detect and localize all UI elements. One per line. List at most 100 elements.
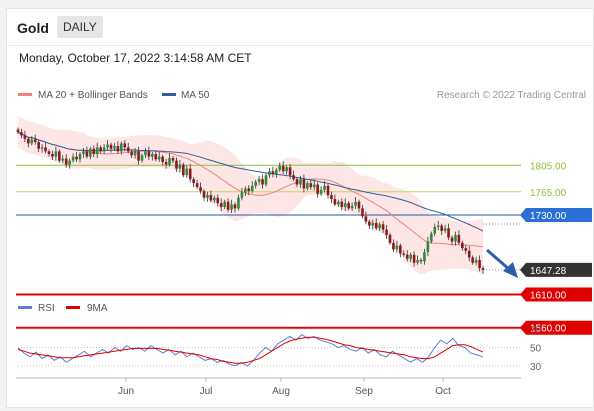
level-label-value: 1610.00	[530, 291, 567, 302]
candle-body	[450, 237, 454, 242]
candle-body	[230, 204, 233, 210]
candle-body	[126, 147, 130, 152]
candle-body	[16, 129, 20, 133]
candle-body	[271, 171, 275, 174]
candle-body	[461, 242, 464, 249]
candle-body	[130, 151, 133, 156]
rsi-tick-label: 30	[530, 362, 542, 373]
candle-body	[106, 144, 109, 148]
candle-body	[78, 154, 82, 160]
candle-body	[443, 228, 447, 231]
candle-body	[40, 147, 44, 149]
candle-body	[326, 185, 330, 196]
candle-body	[216, 197, 220, 204]
ma50-line	[17, 131, 484, 232]
level-label-value: 1647.28	[530, 266, 567, 277]
legend-swatch-rsi	[18, 306, 32, 309]
candle-body	[281, 165, 285, 172]
candle-body	[23, 135, 27, 139]
candle-body	[392, 242, 395, 250]
candle-body	[330, 195, 333, 200]
x-axis-label: Aug	[272, 386, 290, 397]
candle-body	[71, 156, 75, 161]
candle-body	[467, 250, 471, 258]
candle-body	[323, 185, 326, 190]
candle-body	[385, 229, 388, 235]
candle-body	[364, 216, 368, 222]
candle-body	[37, 142, 40, 149]
candle-body	[185, 168, 189, 176]
candle-body	[319, 189, 323, 194]
candle-body	[288, 167, 292, 176]
candle-body	[268, 171, 271, 176]
candle-body	[199, 187, 202, 192]
candle-body	[157, 156, 161, 160]
candle-body	[58, 151, 61, 161]
candle-body	[192, 179, 195, 184]
candle-body	[426, 241, 430, 253]
candle-body	[261, 179, 264, 185]
candle-body	[68, 160, 71, 165]
candle-body	[295, 179, 299, 185]
candle-body	[102, 147, 106, 152]
candle-body	[423, 252, 426, 262]
candle-body	[264, 175, 268, 185]
candle-body	[378, 224, 381, 229]
x-axis-label: Jun	[118, 386, 134, 397]
candle-body	[206, 195, 209, 198]
candle-body	[161, 156, 164, 162]
candle-body	[412, 254, 416, 263]
candle-body	[151, 154, 154, 157]
candle-body	[361, 208, 364, 217]
candle-body	[27, 138, 30, 144]
candle-body	[47, 151, 51, 155]
candle-body	[116, 146, 120, 152]
candle-body	[123, 143, 127, 148]
candle-body	[250, 185, 254, 192]
candle-body	[350, 205, 354, 209]
candle-body	[299, 179, 302, 185]
candle-body	[140, 155, 144, 161]
candle-body	[223, 201, 226, 208]
forecast-arrow-shaft	[486, 248, 511, 272]
x-axis-label: Sep	[355, 386, 373, 397]
candle-body	[474, 260, 478, 263]
candle-body	[395, 245, 399, 250]
legend-label-bollinger: MA 20 + Bollinger Bands	[38, 90, 148, 101]
candle-body	[233, 204, 237, 209]
rsi-tick-label: 50	[530, 344, 542, 355]
candle-body	[113, 146, 116, 149]
legend-label-ma50: MA 50	[181, 90, 210, 101]
x-axis-label: Jul	[200, 386, 213, 397]
candle-body	[316, 184, 319, 194]
period-badge[interactable]: DAILY	[57, 16, 103, 38]
candle-body	[168, 157, 171, 165]
candle-body	[405, 254, 409, 259]
chart-card: Gold DAILY Monday, October 17, 2022 3:14…	[6, 8, 594, 408]
level-label-tag	[520, 208, 592, 222]
candle-body	[213, 197, 216, 201]
level-label-tag	[520, 262, 592, 277]
level-label-resistance: 1765.00	[530, 188, 567, 199]
candle-body	[337, 201, 340, 205]
candle-body	[178, 164, 182, 169]
candle-body	[92, 148, 96, 155]
bollinger-band	[18, 116, 483, 275]
ma20-line	[17, 131, 484, 248]
credit: Research © 2022 Trading Central	[437, 90, 586, 101]
candle-body	[478, 260, 481, 269]
candle-body	[433, 226, 437, 234]
instrument-title: Gold	[17, 20, 49, 36]
rsi-9ma-line	[17, 336, 484, 364]
candle-body	[20, 132, 23, 136]
candle-body	[82, 151, 85, 155]
candle-body	[254, 181, 257, 186]
candle-body	[340, 201, 344, 208]
level-label-value: 1730.00	[530, 211, 567, 222]
candle-body	[419, 260, 423, 262]
candle-body	[175, 160, 178, 169]
chart-header: Gold DAILY	[7, 9, 593, 46]
candle-body	[244, 188, 247, 193]
candle-body	[240, 192, 244, 198]
